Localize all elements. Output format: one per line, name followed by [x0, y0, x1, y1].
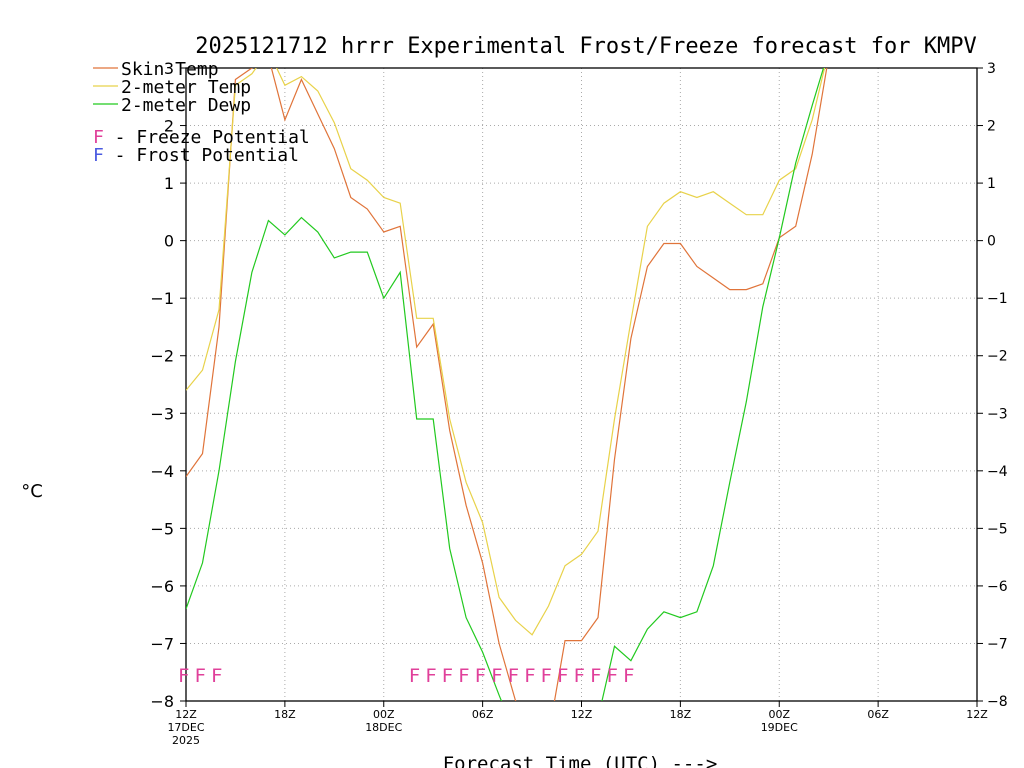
y-tick-label: 1 — [164, 174, 174, 193]
potential-text: - Frost Potential — [104, 145, 299, 166]
x-tick-label: 18Z — [274, 708, 296, 721]
legend-label-2m-temp: 2-meter Temp — [121, 77, 251, 98]
y-tick-label: 2 — [164, 117, 174, 136]
x-tick-year: 2025 — [172, 734, 200, 747]
freeze-flag: F — [425, 665, 436, 687]
x-tick-label: 18Z — [670, 708, 692, 721]
x-tick-label: 06Z — [472, 708, 494, 721]
freeze-flag: F — [491, 665, 502, 687]
series-line-2-meter-temp — [186, 68, 826, 636]
series-line-2-meter-dewp — [186, 68, 825, 701]
freeze-flag: F — [194, 665, 205, 687]
y-tick-label: −7 — [150, 634, 174, 653]
x-tick-date: 19DEC — [761, 721, 798, 734]
y-tick-label: 3 — [164, 59, 174, 78]
freeze-flag: F — [508, 665, 519, 687]
y-tick-label: −5 — [150, 519, 174, 538]
y-tick-label-right: −2 — [987, 349, 1008, 365]
y-tick-label: 0 — [164, 232, 174, 251]
freeze-flag: F — [409, 665, 420, 687]
legend-freeze-potential: F - Freeze Potential — [93, 127, 310, 148]
y-tick-label: −6 — [150, 577, 174, 596]
y-axis-label: °C — [21, 481, 43, 502]
legend: Skin Temp 2-meter Temp 2-meter Dewp F - … — [93, 59, 310, 166]
x-tick-date: 17DEC — [167, 721, 204, 734]
x-tick-label: 12Z — [175, 708, 197, 721]
y-tick-label-right: −7 — [987, 636, 1008, 652]
x-tick-label: 06Z — [867, 708, 889, 721]
y-tick-label: −4 — [150, 462, 174, 481]
y-tick-label: −3 — [150, 404, 174, 423]
freeze-flag: F — [211, 665, 222, 687]
freeze-flag: F — [590, 665, 601, 687]
y-tick-label-right: −8 — [987, 694, 1008, 710]
freeze-flag: F — [475, 665, 486, 687]
freeze-flag: F — [606, 665, 617, 687]
y-tick-label-right: −6 — [987, 579, 1008, 595]
y-tick-label: −8 — [150, 692, 174, 711]
x-tick-label: 12Z — [966, 708, 988, 721]
x-tick-label: 12Z — [571, 708, 593, 721]
potential-marker: F — [93, 127, 104, 148]
series-lines — [186, 68, 828, 701]
axes: −8 −8 −7 −7 −6 −6 −5 −5 −4 −4 −3 −3 −2 −2 −1 −1 0 0 1 1 2 2 3 3… — [150, 59, 1007, 747]
legend-label-2m-dewp: 2-meter Dewp — [121, 95, 251, 116]
potential-marker: F — [93, 145, 104, 166]
chart-title: 2025121712 hrrr Experimental Frost/Freez… — [195, 34, 976, 59]
x-tick-date: 18DEC — [365, 721, 402, 734]
legend-frost-potential: F - Frost Potential — [93, 145, 299, 166]
freeze-flag: F — [623, 665, 634, 687]
series-line-skin-temp — [186, 68, 828, 701]
plot-frame — [185, 67, 978, 702]
freeze-flag: F — [557, 665, 568, 687]
y-tick-label-right: 0 — [987, 234, 996, 250]
x-axis-label: Forecast Time (UTC) ---> — [443, 753, 718, 768]
y-tick-label-right: 3 — [987, 61, 996, 77]
freeze-flag: F — [442, 665, 453, 687]
freeze-flag: F — [458, 665, 469, 687]
y-tick-label-right: −1 — [987, 291, 1008, 307]
freeze-flag: F — [178, 665, 189, 687]
legend-label-skin-temp: Skin Temp — [121, 59, 219, 80]
grid — [185, 67, 978, 702]
y-tick-label-right: −5 — [987, 521, 1008, 537]
potential-text: - Freeze Potential — [104, 127, 310, 148]
freeze-flag: F — [574, 665, 585, 687]
x-tick-label: 00Z — [768, 708, 790, 721]
y-tick-label-right: −3 — [987, 406, 1008, 422]
y-tick-label-right: −4 — [987, 464, 1008, 480]
y-tick-label: −2 — [150, 347, 174, 366]
x-tick-label: 00Z — [373, 708, 395, 721]
freeze-flag: F — [541, 665, 552, 687]
y-tick-label: −1 — [150, 289, 174, 308]
y-tick-label-right: 1 — [987, 176, 996, 192]
y-tick-label-right: 2 — [987, 119, 996, 135]
freeze-flag: F — [524, 665, 535, 687]
